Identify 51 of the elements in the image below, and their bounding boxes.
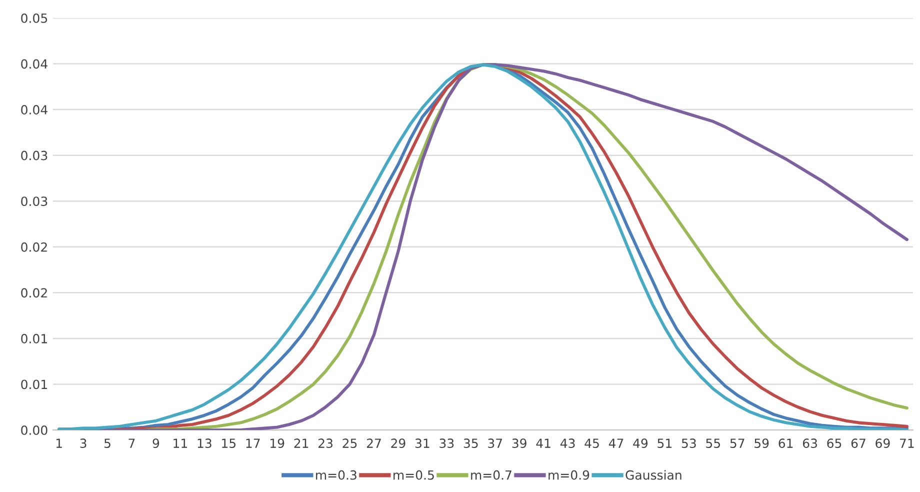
x-tick-label: 27 xyxy=(366,438,381,448)
x-tick-label: 5 xyxy=(104,438,110,448)
x-tick-label: 45 xyxy=(584,438,599,448)
x-tick-label: 11 xyxy=(174,438,187,448)
x-tick-label: 31 xyxy=(415,438,430,448)
x-tick-label: 57 xyxy=(730,438,744,448)
y-tick-label: 0.00 xyxy=(21,425,48,435)
x-tick-label: 25 xyxy=(342,438,357,448)
x-tick-label: 1 xyxy=(56,438,62,448)
x-tick-label: 41 xyxy=(536,438,550,448)
x-tick-label: 33 xyxy=(440,438,454,448)
y-tick-label: 0.02 xyxy=(21,288,47,298)
x-tick-label: 13 xyxy=(198,438,212,448)
x-tick-label: 23 xyxy=(318,438,332,448)
y-tick-label: 0.05 xyxy=(21,13,48,23)
x-tick-label: 63 xyxy=(802,438,817,448)
x-tick-label: 21 xyxy=(294,438,308,448)
x-tick-label: 71 xyxy=(900,438,914,448)
y-tick-label: 0.02 xyxy=(21,242,47,252)
x-tick-label: 29 xyxy=(391,438,406,448)
x-tick-label: 67 xyxy=(851,438,866,448)
legend-label: m=0.5 xyxy=(394,470,434,480)
legend-label: m=0.3 xyxy=(316,470,356,480)
y-tick-label: 0.03 xyxy=(21,150,48,160)
y-tick-label: 0.01 xyxy=(21,334,47,344)
legend-label: m=0.9 xyxy=(548,470,590,480)
x-tick-label: 9 xyxy=(152,438,160,448)
legend-label: m=0.7 xyxy=(471,470,512,480)
x-tick-label: 51 xyxy=(658,438,672,448)
y-tick-label: 0.04 xyxy=(21,59,48,69)
x-tick-label: 19 xyxy=(270,438,284,448)
x-tick-label: 43 xyxy=(560,438,575,448)
x-tick-label: 55 xyxy=(706,438,720,448)
x-tick-label: 61 xyxy=(778,438,793,448)
x-tick-label: 7 xyxy=(128,438,135,448)
legend-label: Gaussian xyxy=(626,470,682,480)
x-tick-label: 15 xyxy=(222,438,236,448)
x-tick-label: 53 xyxy=(682,438,696,448)
y-tick-label: 0.04 xyxy=(21,105,48,114)
y-tick-label: 0.01 xyxy=(21,380,47,390)
x-tick-label: 37 xyxy=(488,438,502,448)
x-tick-label: 3 xyxy=(80,438,86,448)
y-tick-label: 0.03 xyxy=(21,196,48,206)
x-tick-label: 35 xyxy=(464,438,478,448)
x-tick-label: 39 xyxy=(512,438,526,448)
x-tick-label: 59 xyxy=(754,438,769,448)
x-tick-label: 17 xyxy=(246,438,260,448)
x-tick-label: 47 xyxy=(608,438,624,448)
x-tick-label: 69 xyxy=(876,438,890,448)
x-tick-label: 49 xyxy=(633,438,648,448)
x-tick-label: 65 xyxy=(827,438,842,448)
